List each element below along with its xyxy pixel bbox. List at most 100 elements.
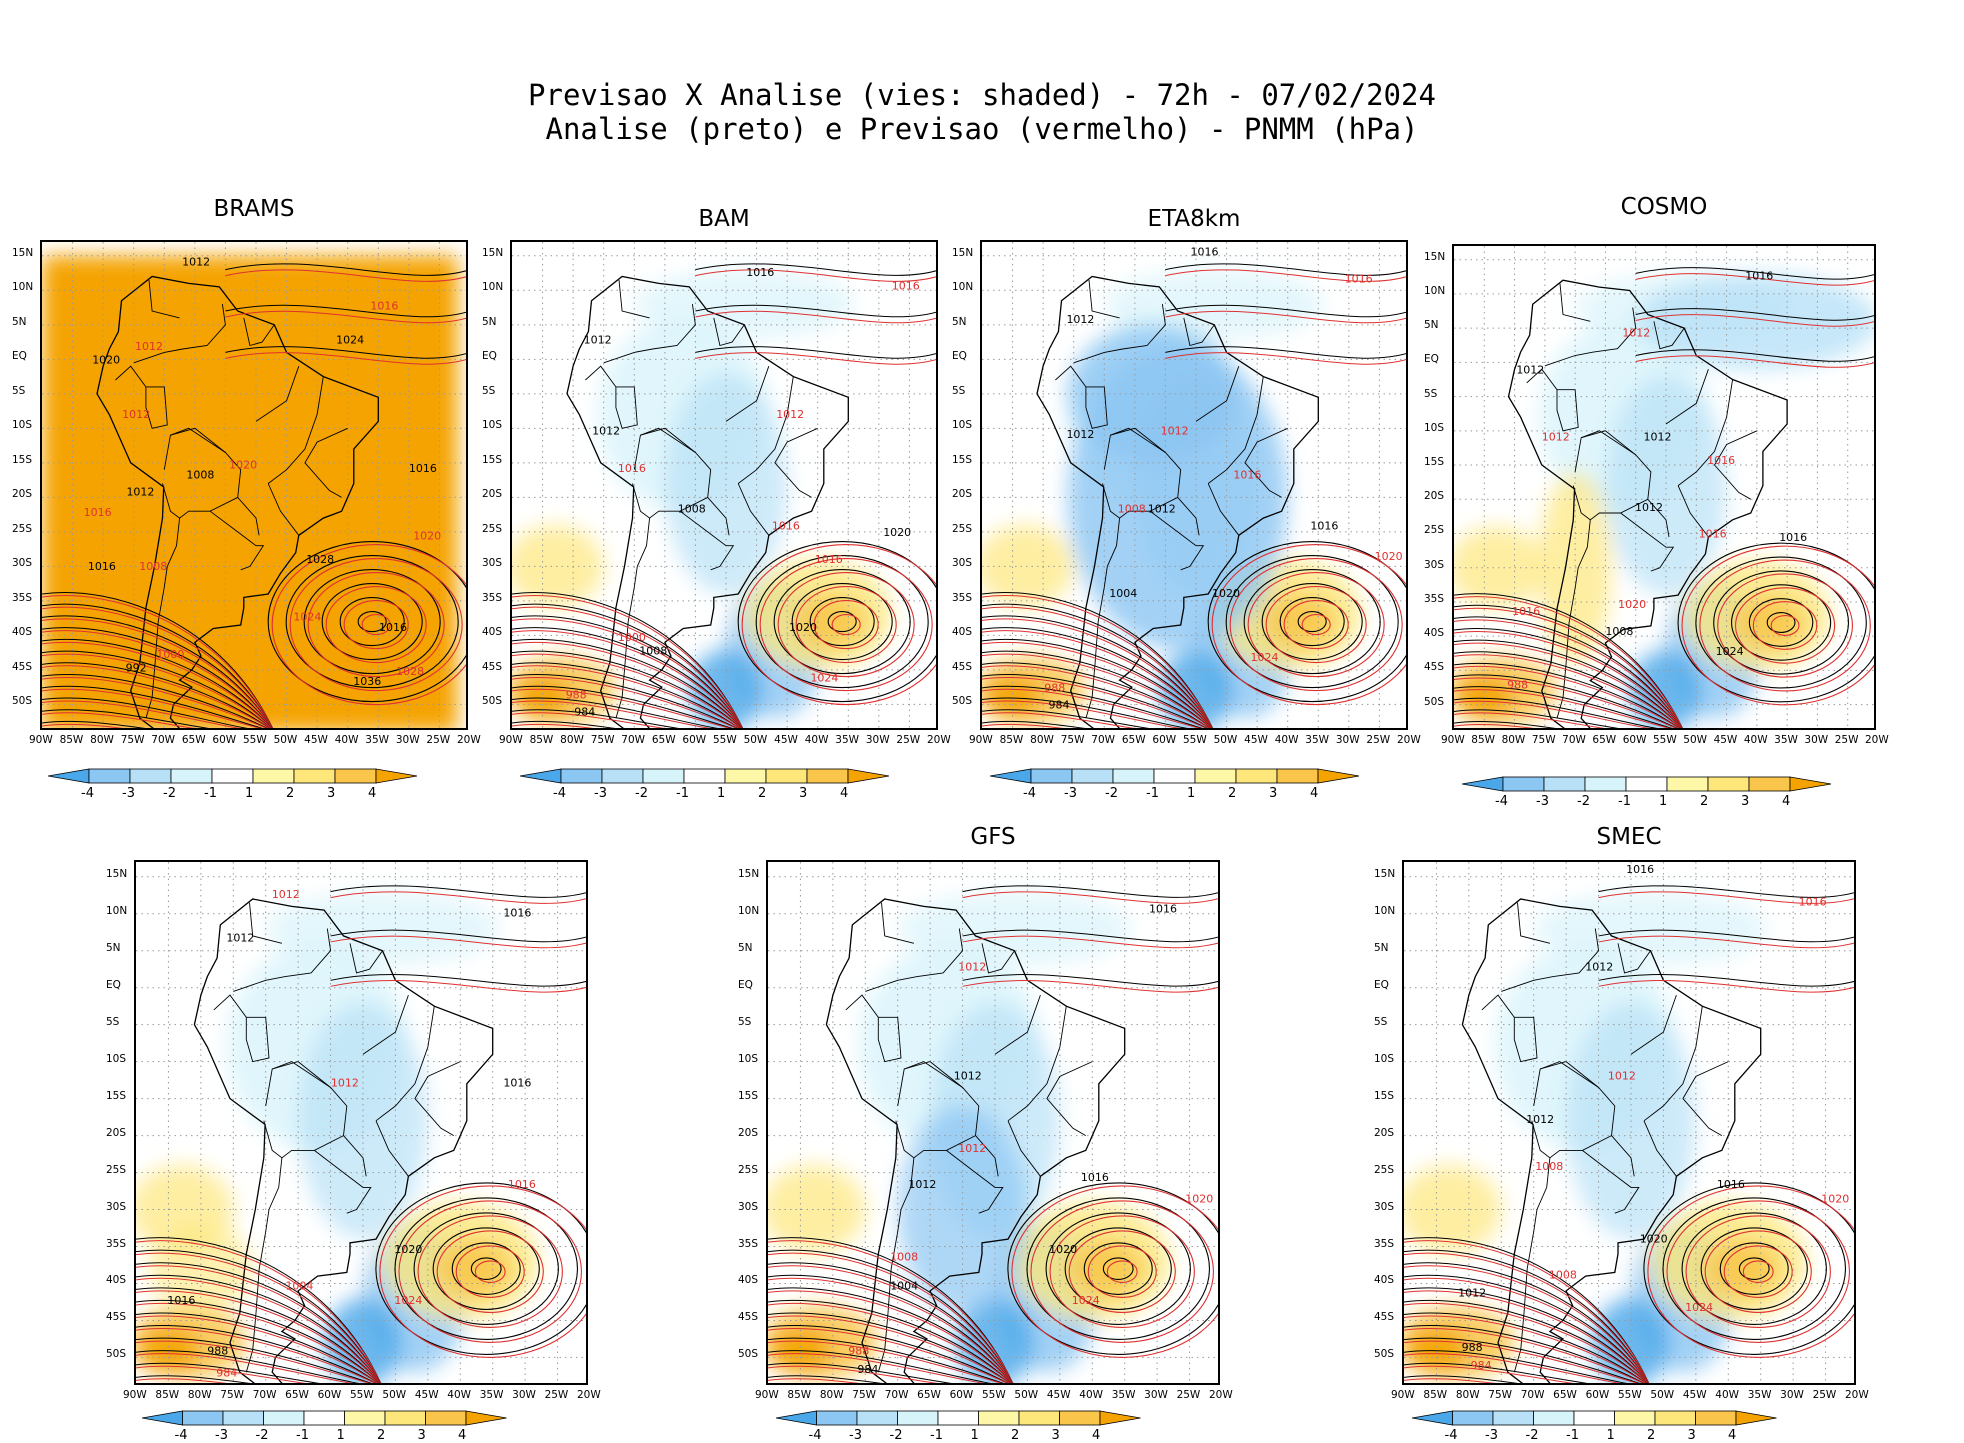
colorbar-bin (1533, 1410, 1575, 1426)
bias-blob (265, 891, 500, 966)
analysis-isobar (1598, 974, 1854, 987)
colorbar-tick-label: -2 (163, 786, 176, 801)
lat-tick-label: 30S (1424, 558, 1445, 571)
forecast-isobar (1087, 1245, 1157, 1298)
country-border (1183, 317, 1215, 347)
forecast-isobar (795, 586, 897, 664)
lat-tick-label: 15N (738, 867, 760, 880)
isobar-label: 1016 (167, 1294, 195, 1307)
lat-tick-label: 25S (1374, 1163, 1395, 1176)
country-border (1073, 304, 1166, 364)
lon-tick-label: 90W (123, 1389, 147, 1401)
lat-tick-label: 5S (1374, 1015, 1388, 1028)
lon-tick-label: 30W (1804, 734, 1829, 746)
isobar-label: 1012 (135, 340, 163, 353)
analysis-isobar (1404, 1274, 1649, 1383)
lat-tick-label: 40S (1424, 627, 1445, 640)
lat-tick-label: 15N (106, 867, 128, 880)
colorbar-min-arrow (47, 768, 90, 784)
forecast-isobar (962, 980, 1218, 993)
lat-tick-label: 10N (1424, 284, 1446, 297)
forecast-isobar (330, 980, 586, 993)
forecast-isobar (695, 352, 936, 365)
forecast-isobar (768, 1290, 1012, 1383)
analysis-isobar (982, 650, 1211, 728)
forecast-isobar (136, 1252, 381, 1383)
analysis-isobar (512, 627, 743, 728)
country-border (245, 1016, 270, 1063)
forecast-isobar (1404, 1340, 1639, 1383)
lat-tick-label: 25S (952, 522, 973, 535)
lat-tick-label: 5S (1424, 387, 1438, 400)
analysis-isobar (225, 346, 466, 359)
forecast-isobar (768, 1365, 938, 1383)
analysis-isobar (1681, 1212, 1827, 1325)
analysis-isobar (768, 1274, 1013, 1383)
isobar-label: 984 (574, 705, 595, 718)
analysis-isobar (755, 555, 929, 689)
forecast-isobar (330, 935, 586, 949)
colorbar-bin (856, 1410, 898, 1426)
colorbar-bin (1194, 768, 1237, 784)
isobar-label: 1016 (1626, 863, 1654, 876)
forecast-isobar (42, 677, 267, 728)
country-border (737, 376, 794, 484)
isobar-label: 1012 (1644, 430, 1672, 443)
colorbar-tick-label: 4 (1310, 786, 1319, 801)
colorbar-bin (765, 768, 808, 784)
colorbar-tick-label: 3 (1269, 786, 1278, 801)
isobar-label: 1012 (272, 888, 300, 901)
forecast-isobar (136, 1340, 371, 1383)
country-border (1046, 1061, 1093, 1136)
isobars (42, 263, 466, 728)
lon-tick-label: 80W (819, 1389, 844, 1401)
lon-tick-label: 35W (835, 734, 860, 746)
forecast-isobar (42, 712, 195, 728)
lon-tick-label: 35W (479, 1389, 504, 1401)
isobar-label: 984 (1471, 1359, 1492, 1372)
lon-tick-label: 40W (804, 734, 829, 746)
lat-tick-label: 20S (738, 1126, 759, 1139)
lon-tick-label: 70W (1091, 734, 1116, 746)
isobar-label: 988 (848, 1345, 869, 1358)
colorbar-min-arrow (775, 1410, 817, 1426)
analysis-isobar (791, 583, 893, 661)
lat-tick-label: 10S (482, 419, 503, 432)
lon-tick-label: 40W (1274, 734, 1299, 746)
lon-tick-label: 35W (1111, 1389, 1136, 1401)
lat-tick-label: 10S (1374, 1052, 1395, 1065)
lon-tick-label: 55W (713, 734, 737, 746)
colorbar-min-arrow (141, 1410, 183, 1426)
forecast-isobar (1165, 352, 1406, 365)
colorbar-tick-label: 4 (368, 786, 377, 801)
colorbar-bin (1654, 1410, 1696, 1426)
country-border (148, 279, 180, 319)
isobar-label: 1012 (1516, 363, 1544, 376)
lat-tick-label: 15N (1424, 250, 1446, 263)
analysis-isobar (285, 555, 459, 689)
lon-tick-label: 65W (917, 1389, 941, 1401)
lat-tick-label: 45S (1374, 1311, 1395, 1324)
isobar-label: 1008 (678, 502, 706, 515)
map-plot-cosmo: 1016 1012 1012 1012 1012 1016 1012 1016 1016 1020… (1452, 244, 1876, 730)
country-border (1055, 365, 1087, 388)
country-border (1085, 386, 1108, 429)
lon-tick-label: 30W (1780, 1389, 1804, 1401)
forecast-isobar (325, 586, 427, 664)
forecast-isobar (1404, 1365, 1574, 1383)
lon-tick-label: 90W (499, 734, 523, 746)
colorbar-bin (222, 1410, 264, 1426)
colorbar-smec: -4 -3 -2 -1 1 2 3 4 (1411, 1410, 1817, 1443)
analysis-isobar (470, 1257, 502, 1280)
country-border (375, 1006, 435, 1122)
analysis-isobar (136, 1262, 381, 1383)
analysis-isobar (768, 1362, 952, 1383)
country-border (1620, 512, 1675, 572)
colorbar-swatches (1461, 776, 1832, 792)
lon-tick-label: 25W (426, 734, 451, 746)
forecast-isobar (379, 1185, 586, 1358)
lat-tick-label: 45S (106, 1311, 127, 1324)
isobars (1404, 885, 1854, 1383)
isobar-label: 1024 (1072, 1294, 1100, 1307)
country-border (145, 518, 181, 719)
